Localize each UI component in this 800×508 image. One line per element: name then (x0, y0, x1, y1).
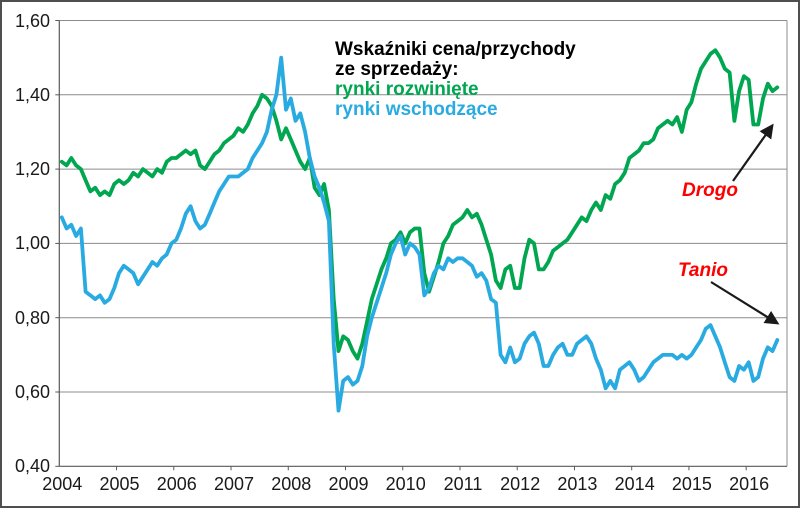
y-axis-tick-label: 1,20 (14, 159, 50, 180)
x-axis-tick-label: 2015 (671, 474, 712, 494)
x-axis-tick-label: 2005 (99, 474, 140, 494)
chart-title-line-2: ze sprzedaży: (335, 59, 459, 80)
series-line-emerging-markets (59, 55, 780, 413)
legend-item-developed-markets: rynki rozwinięte (335, 79, 479, 100)
x-axis-tick-label: 2013 (557, 474, 598, 494)
x-axis-tick-label: 2010 (385, 474, 426, 494)
y-axis-tick-label: 0,80 (14, 307, 50, 328)
annotation-expensive-label: Drogo (682, 180, 738, 201)
y-axis-tick-label: 1,40 (14, 84, 50, 105)
x-axis-tick-label: 2009 (328, 474, 369, 494)
x-axis-tick-label: 2008 (271, 474, 312, 494)
x-axis-tick-label: 2004 (42, 474, 83, 494)
legend-item-emerging-markets: rynki wschodzące (335, 99, 498, 120)
x-axis-tick-label: 2016 (729, 474, 770, 494)
x-axis-tick-label: 2012 (500, 474, 541, 494)
y-axis-tick-label: 1,00 (14, 233, 50, 254)
x-axis-tick-label: 2006 (156, 474, 197, 494)
chart-title-block: Wskaźniki cena/przychody ze sprzedaży: r… (335, 40, 576, 120)
y-axis-tick-label: 0,40 (14, 456, 50, 477)
x-axis-tick-label: 2007 (213, 474, 255, 494)
y-axis-tick-label: 0,60 (14, 382, 50, 402)
y-axis-tick-label: 1,60 (14, 10, 50, 31)
series-line-developed-markets (59, 48, 780, 361)
cheap-arrow (710, 281, 780, 325)
x-axis-tick-label: 2011 (443, 474, 483, 494)
x-axis-tick-label: 2014 (614, 474, 655, 494)
chart-title-line-1: Wskaźniki cena/przychody (335, 39, 576, 60)
annotation-cheap-label: Tanio (678, 260, 728, 281)
expensive-arrow (732, 123, 774, 182)
